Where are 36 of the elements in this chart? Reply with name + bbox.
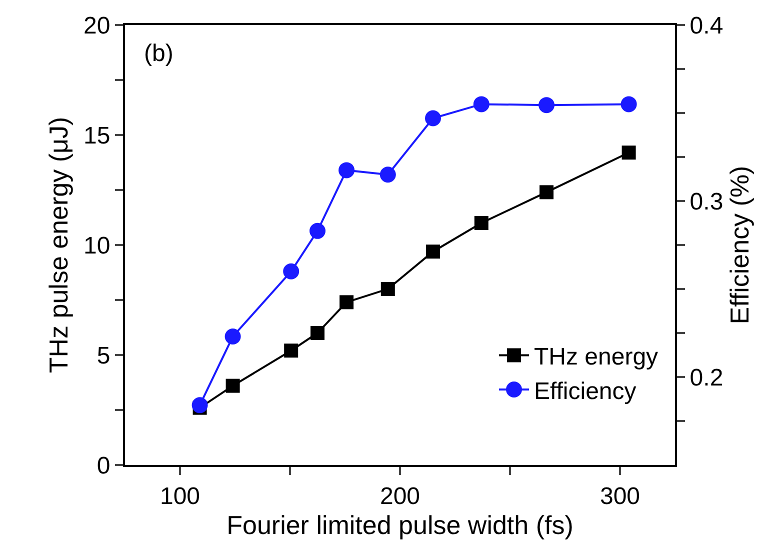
point [474, 216, 488, 230]
x-tick-label: 200 [380, 482, 420, 510]
y2-tick-label: 0.2 [690, 364, 724, 392]
y-tick-label: 5 [96, 342, 110, 370]
y-axis-title: THz pulse energy (μJ) [43, 116, 74, 374]
point [226, 378, 240, 393]
y2-tick-label: 0.3 [690, 188, 724, 216]
point [425, 110, 441, 126]
y2-tick-label: 0.4 [690, 12, 724, 40]
point [380, 166, 396, 183]
x-axis-title: Fourier limited pulse width (fs) [226, 510, 574, 540]
point [426, 244, 440, 259]
point [192, 397, 208, 414]
point [473, 96, 490, 112]
point [620, 96, 637, 112]
point [284, 344, 298, 358]
point [310, 222, 326, 239]
point [338, 162, 355, 178]
point [224, 328, 241, 345]
legend-label: Efficiency [534, 378, 636, 405]
y-tick-label: 15 [83, 122, 110, 150]
y-tick-label: 0 [96, 452, 110, 480]
point [340, 295, 354, 310]
point [540, 185, 554, 200]
y-tick-label: 20 [83, 12, 110, 40]
point [622, 146, 636, 160]
annotation: (b) [144, 40, 174, 67]
point [380, 282, 395, 296]
x-tick-label: 300 [600, 482, 640, 510]
y2-axis-title: Efficiency (%) [724, 166, 754, 324]
legend-label: THz energy [534, 344, 658, 371]
point [538, 97, 555, 114]
point [310, 326, 324, 340]
y-tick-label: 10 [83, 232, 110, 260]
x-tick-label: 100 [160, 482, 200, 510]
point [283, 263, 300, 280]
